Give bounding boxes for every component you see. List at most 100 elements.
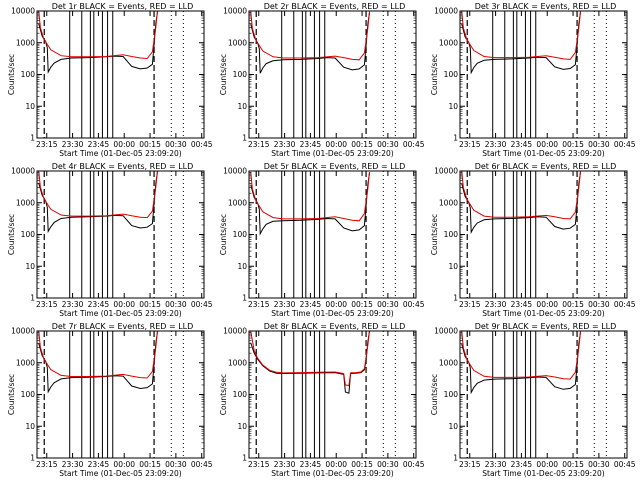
- x-tick-label: 00:30: [588, 140, 610, 149]
- x-tick-label: 00:00: [325, 460, 347, 469]
- series-lld: [461, 331, 581, 380]
- x-tick-label: 23:30: [274, 460, 296, 469]
- panel-title: Det 7r BLACK = Events, RED = LLD: [52, 322, 194, 331]
- series-events: [250, 331, 370, 394]
- x-tick-label: 23:30: [274, 140, 296, 149]
- series-lld: [250, 11, 370, 61]
- x-tick-label: 00:15: [351, 300, 373, 309]
- y-tick-label: 10: [25, 422, 35, 431]
- y-tick-label: 10: [448, 102, 458, 111]
- x-tick-label: 00:00: [113, 300, 135, 309]
- y-tick-label: 1000: [439, 198, 458, 207]
- x-tick-label: 00:45: [403, 300, 425, 309]
- x-tick-label: 23:30: [485, 300, 507, 309]
- y-tick-label: 1: [453, 454, 458, 463]
- y-tick-label: 1: [242, 294, 247, 303]
- gap-markers: [43, 171, 184, 298]
- detector-panel-7: Det 7r BLACK = Events, RED = LLD 1 10 100 10…: [7, 322, 213, 478]
- y-tick-label: 10000: [223, 327, 247, 336]
- x-tick-label: 00:15: [351, 460, 373, 469]
- x-tick-label: 23:15: [36, 460, 58, 469]
- series-lld: [38, 171, 158, 219]
- detector-panel-6: Det 6r BLACK = Events, RED = LLD 1 10 100 10…: [430, 162, 636, 318]
- x-tick-label: 23:45: [300, 300, 322, 309]
- detector-panel-1: Det 1r BLACK = Events, RED = LLD 1 10 100 10…: [7, 2, 213, 158]
- x-tick-label: 23:45: [511, 460, 533, 469]
- y-tick-label: 1000: [228, 358, 247, 367]
- gap-markers: [466, 11, 607, 138]
- series-lld: [461, 11, 581, 60]
- x-axis-label: Start Time (01-Dec-05 23:09:20): [271, 149, 393, 158]
- y-tick-label: 100: [21, 70, 36, 79]
- series-lld: [250, 331, 370, 387]
- plot-frame: [459, 330, 628, 459]
- plot-frame: [248, 330, 417, 459]
- plot-frame: [248, 10, 417, 139]
- x-tick-label: 00:15: [562, 140, 584, 149]
- y-tick-label: 1: [453, 294, 458, 303]
- y-tick-label: 10: [237, 102, 247, 111]
- detector-panel-2: Det 2r BLACK = Events, RED = LLD 1 10 100 10…: [219, 2, 425, 158]
- y-tick-label: 100: [233, 390, 248, 399]
- series-events: [38, 331, 158, 394]
- x-tick-label: 00:30: [377, 300, 399, 309]
- series-events: [38, 11, 158, 74]
- x-tick-label: 23:45: [511, 140, 533, 149]
- x-tick-label: 23:45: [88, 460, 110, 469]
- y-tick-label: 1: [30, 454, 35, 463]
- x-tick-label: 23:30: [274, 300, 296, 309]
- y-tick-label: 1000: [16, 358, 35, 367]
- y-axis-label: Counts/sec: [430, 374, 439, 415]
- y-tick-label: 10000: [11, 7, 35, 16]
- plot-frame: [248, 170, 417, 299]
- x-tick-label: 00:30: [377, 140, 399, 149]
- x-tick-label: 23:30: [62, 300, 84, 309]
- y-tick-label: 100: [444, 390, 459, 399]
- plot-frame: [459, 170, 628, 299]
- x-axis-label: Start Time (01-Dec-05 23:09:20): [59, 309, 181, 318]
- y-tick-label: 100: [233, 70, 248, 79]
- y-tick-label: 10000: [434, 327, 458, 336]
- x-tick-label: 00:45: [191, 300, 213, 309]
- y-axis-label: Counts/sec: [219, 374, 228, 415]
- plot-frame: [459, 10, 628, 139]
- x-tick-label: 23:45: [88, 300, 110, 309]
- y-tick-label: 1000: [439, 358, 458, 367]
- detector-panel-5: Det 5r BLACK = Events, RED = LLD 1 10 100 10…: [219, 162, 425, 318]
- x-axis-label: Start Time (01-Dec-05 23:09:20): [59, 149, 181, 158]
- y-tick-label: 1: [453, 134, 458, 143]
- y-tick-label: 1000: [16, 38, 35, 47]
- y-tick-label: 100: [21, 390, 36, 399]
- series-events: [461, 171, 581, 235]
- y-tick-label: 10: [237, 262, 247, 271]
- x-tick-label: 00:30: [165, 300, 187, 309]
- panel-title: Det 6r BLACK = Events, RED = LLD: [475, 162, 617, 171]
- series-lld: [38, 331, 158, 379]
- y-tick-label: 1000: [16, 198, 35, 207]
- y-tick-label: 1000: [228, 38, 247, 47]
- x-axis-label: Start Time (01-Dec-05 23:09:20): [271, 469, 393, 478]
- x-tick-label: 23:15: [248, 140, 270, 149]
- series-events: [250, 12, 370, 74]
- y-tick-label: 1000: [228, 198, 247, 207]
- y-tick-label: 100: [444, 230, 459, 239]
- x-tick-label: 00:45: [191, 460, 213, 469]
- series-lld: [38, 11, 158, 60]
- x-tick-label: 23:45: [300, 460, 322, 469]
- series-lld: [461, 171, 581, 220]
- y-tick-label: 10000: [223, 167, 247, 176]
- series-events: [461, 332, 581, 395]
- panel-title: Det 2r BLACK = Events, RED = LLD: [264, 2, 406, 11]
- x-tick-label: 00:45: [403, 140, 425, 149]
- y-axis-label: Counts/sec: [430, 214, 439, 255]
- y-tick-label: 1000: [439, 38, 458, 47]
- y-axis-label: Counts/sec: [7, 374, 16, 415]
- x-tick-label: 00:30: [165, 460, 187, 469]
- x-tick-label: 00:00: [536, 140, 558, 149]
- x-tick-label: 00:15: [139, 460, 161, 469]
- series-events: [38, 171, 158, 234]
- y-axis-label: Counts/sec: [7, 54, 16, 95]
- gap-markers: [43, 11, 184, 138]
- panel-title: Det 4r BLACK = Events, RED = LLD: [52, 162, 194, 171]
- x-tick-label: 00:45: [614, 300, 636, 309]
